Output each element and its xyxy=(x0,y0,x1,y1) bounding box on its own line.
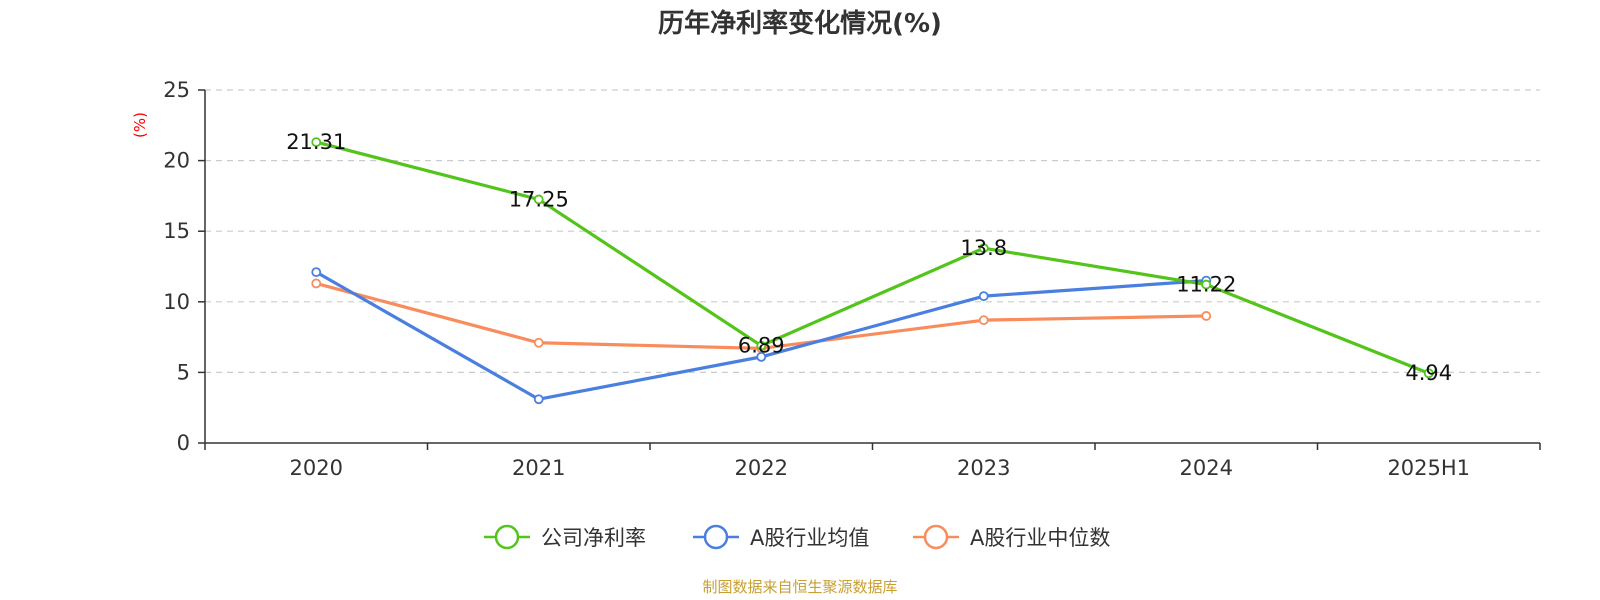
chart-title: 历年净利率变化情况(%) xyxy=(658,8,942,39)
legend-item[interactable]: A股行业中位数 xyxy=(913,524,1110,550)
source-note: 制图数据来自恒生聚源数据库 xyxy=(702,578,897,596)
y-tick-label: 25 xyxy=(163,78,190,102)
x-tick-label: 2022 xyxy=(735,456,788,480)
data-point[interactable] xyxy=(978,243,989,254)
x-tick-label: 2020 xyxy=(290,456,343,480)
legend-swatch-marker xyxy=(703,524,729,550)
x-tick-label: 2023 xyxy=(957,456,1010,480)
x-tick-label: 2021 xyxy=(512,456,565,480)
data-point[interactable] xyxy=(533,194,544,205)
y-axis-label: (%) xyxy=(131,112,149,138)
series-line xyxy=(315,140,1430,375)
data-point[interactable] xyxy=(756,340,767,351)
y-tick-label: 5 xyxy=(177,360,190,384)
data-point[interactable] xyxy=(311,267,322,278)
data-label: 13.8 xyxy=(960,236,1007,260)
legend-label: A股行业中位数 xyxy=(970,526,1110,550)
legend-swatch-marker xyxy=(923,524,949,550)
data-point[interactable] xyxy=(311,137,322,148)
data-point[interactable] xyxy=(533,394,544,405)
axes: 0 5 10 15 20 25 2020 2021 2022 2023 2024 2025H1 xyxy=(163,78,1541,480)
data-label: 11.22 xyxy=(1176,273,1236,297)
legend-label: 公司净利率 xyxy=(541,526,646,550)
data-point[interactable] xyxy=(533,337,544,348)
data-point[interactable] xyxy=(1423,368,1434,379)
y-tick-label: 0 xyxy=(177,431,190,455)
y-tick-label: 15 xyxy=(163,219,190,243)
legend-item[interactable]: 公司净利率 xyxy=(484,524,646,550)
data-point[interactable] xyxy=(1201,279,1212,290)
x-tick-label: 2024 xyxy=(1180,456,1233,480)
data-label: 6.89 xyxy=(738,334,785,358)
data-label: 17.25 xyxy=(509,187,569,211)
y-tick-label: 10 xyxy=(163,290,190,314)
legend-swatch-marker xyxy=(494,524,520,550)
legend-label: A股行业均值 xyxy=(750,526,869,550)
data-point[interactable] xyxy=(311,278,322,289)
grid-lines xyxy=(205,89,1540,373)
data-point[interactable] xyxy=(978,291,989,302)
x-tick-label: 2025H1 xyxy=(1387,456,1470,480)
data-label: 4.94 xyxy=(1405,361,1452,385)
data-point[interactable] xyxy=(756,351,767,362)
data-labels: 21.31 17.25 6.89 13.8 11.22 4.94 xyxy=(286,130,1452,385)
data-label: 21.31 xyxy=(286,130,346,154)
series-layer xyxy=(311,137,1434,405)
y-tick-label: 20 xyxy=(163,149,190,173)
legend[interactable]: 公司净利率 A股行业均值 A股行业中位数 xyxy=(484,524,1110,550)
legend-item[interactable]: A股行业均值 xyxy=(693,524,869,550)
data-point[interactable] xyxy=(1201,311,1212,321)
data-point[interactable] xyxy=(978,315,989,326)
